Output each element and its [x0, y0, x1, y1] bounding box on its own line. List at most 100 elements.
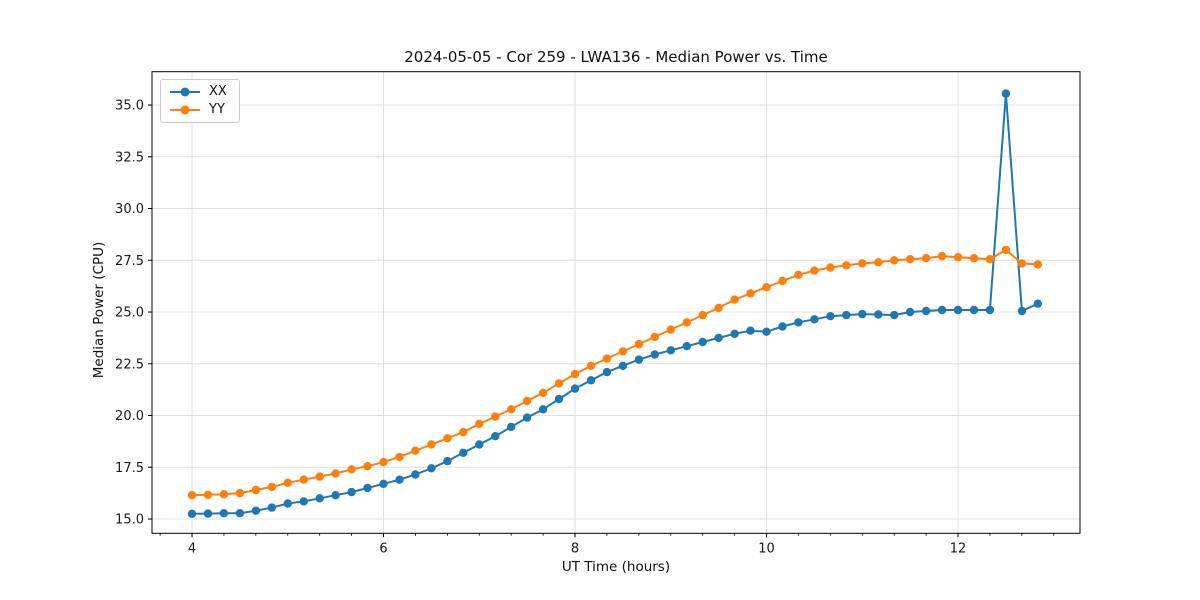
- data-point: [890, 310, 899, 320]
- data-point: [666, 346, 675, 355]
- legend-item-yy: YY: [169, 103, 227, 117]
- data-point: [538, 405, 548, 414]
- data-point: [443, 434, 452, 443]
- data-point: [235, 509, 245, 518]
- data-point: [1033, 260, 1043, 269]
- data-point: [874, 258, 883, 267]
- data-point: [251, 485, 261, 495]
- y-tick-label: 30.0: [115, 202, 144, 217]
- axis-ticks: [148, 104, 959, 538]
- data-point: [411, 446, 420, 455]
- data-point: [730, 295, 739, 304]
- data-point: [315, 472, 324, 481]
- data-point: [1017, 306, 1027, 316]
- data-point: [953, 305, 963, 315]
- data-point: [475, 440, 484, 449]
- data-point: [187, 491, 197, 500]
- data-point: [299, 497, 308, 506]
- data-point: [602, 367, 612, 377]
- data-point: [1001, 89, 1011, 98]
- data-point: [794, 270, 803, 279]
- data-point: [682, 318, 691, 327]
- data-point: [1033, 299, 1043, 308]
- data-point: [267, 503, 276, 512]
- data-point: [953, 253, 963, 262]
- data-point: [650, 350, 659, 359]
- data-point: [778, 322, 787, 331]
- y-tick-label: 15.0: [115, 513, 144, 528]
- data-point: [921, 306, 931, 316]
- data-point: [203, 509, 213, 518]
- data-point: [491, 432, 500, 441]
- data-point: [826, 263, 835, 272]
- data-point: [395, 475, 404, 484]
- data-point: [427, 464, 436, 473]
- data-point: [937, 305, 947, 315]
- data-point: [331, 469, 340, 478]
- data-point: [810, 266, 819, 275]
- data-point: [554, 394, 564, 404]
- data-point: [905, 255, 915, 264]
- series-xx: [187, 89, 1043, 518]
- data-point: [331, 491, 340, 500]
- data-point: [969, 305, 979, 315]
- legend-label-xx: XX: [209, 84, 227, 99]
- data-point: [762, 327, 771, 336]
- x-tick-label: 6: [379, 541, 387, 556]
- data-point: [443, 456, 452, 466]
- data-point: [187, 509, 197, 518]
- data-point: [283, 499, 292, 508]
- data-point: [459, 448, 468, 457]
- data-point: [969, 254, 979, 263]
- data-point: [714, 303, 723, 313]
- series-line: [191, 248, 1038, 497]
- data-point: [570, 384, 580, 393]
- data-point: [618, 347, 628, 356]
- y-tick-label: 20.0: [115, 409, 144, 424]
- series-yy: [187, 245, 1043, 500]
- data-point: [522, 413, 532, 422]
- data-point: [379, 479, 388, 488]
- data-point: [762, 283, 771, 292]
- y-tick-label: 17.5: [115, 461, 144, 476]
- data-point: [491, 412, 500, 421]
- data-point: [985, 255, 995, 264]
- data-point: [826, 312, 835, 321]
- data-point: [522, 396, 532, 406]
- data-point: [985, 305, 995, 315]
- y-tick-label: 27.5: [115, 254, 144, 269]
- data-point: [347, 487, 356, 497]
- data-point: [905, 307, 915, 317]
- data-point: [315, 494, 324, 503]
- x-tick-label: 12: [950, 541, 967, 556]
- plot-border: [151, 71, 1081, 534]
- data-point: [1017, 259, 1027, 268]
- gridlines: [152, 71, 1080, 534]
- data-point: [507, 405, 516, 414]
- data-point: [427, 440, 436, 449]
- data-point: [634, 339, 644, 349]
- data-point: [842, 261, 851, 270]
- data-point: [299, 475, 308, 484]
- data-point: [379, 457, 388, 467]
- data-point: [235, 488, 245, 498]
- data-point: [858, 309, 867, 319]
- data-point: [858, 259, 867, 268]
- data-point: [586, 361, 596, 370]
- x-tick-label: 4: [188, 541, 196, 556]
- data-point: [890, 256, 899, 265]
- data-point: [698, 310, 707, 320]
- x-axis-label: UT Time (hours): [561, 559, 671, 575]
- chart-title: 2024-05-05 - Cor 259 - LWA136 - Median P…: [404, 48, 828, 66]
- y-tick-label: 35.0: [115, 99, 144, 114]
- data-point: [554, 379, 564, 388]
- line-marker-icon: [170, 105, 200, 115]
- y-tick-label: 32.5: [115, 150, 144, 165]
- data-point: [874, 310, 883, 319]
- data-point: [602, 354, 612, 363]
- data-point: [634, 355, 644, 364]
- data-point: [682, 342, 691, 351]
- data-point: [618, 361, 628, 370]
- data-point: [507, 422, 516, 432]
- data-point: [921, 254, 931, 263]
